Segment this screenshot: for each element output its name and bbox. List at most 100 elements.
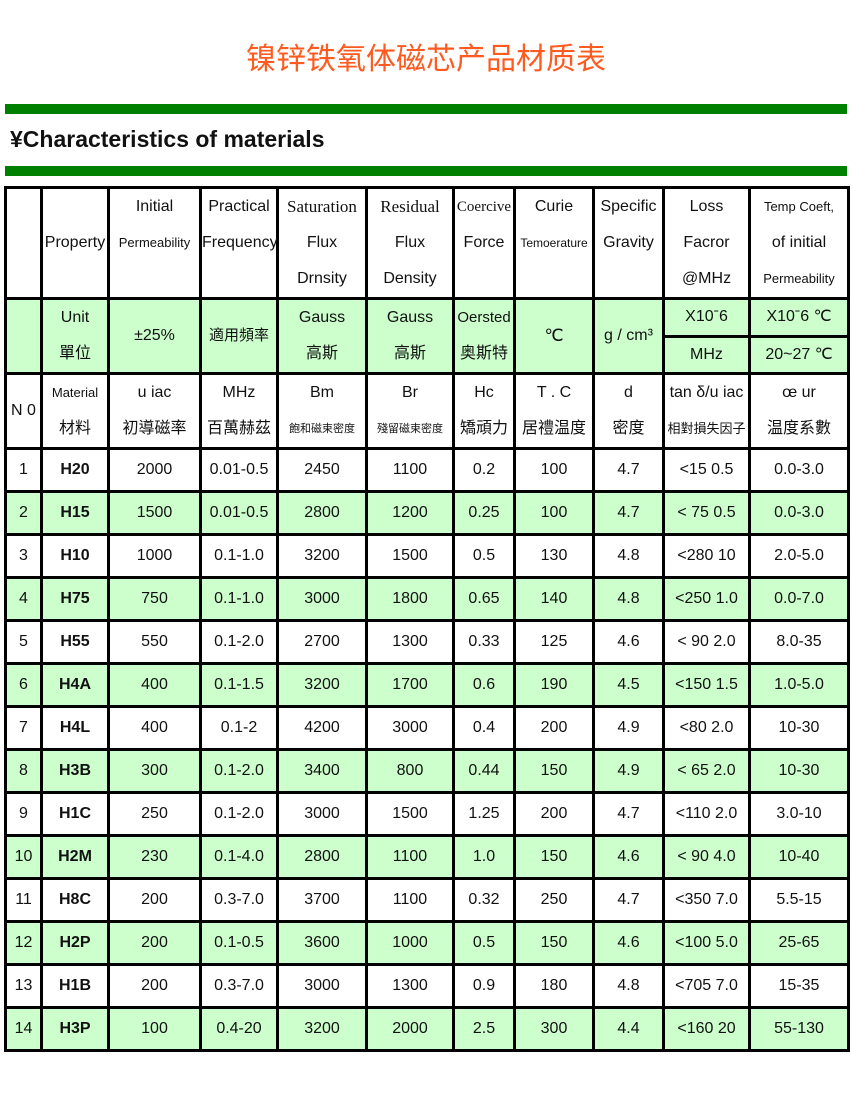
table-row: 11 H8C 200 0.3-7.0 3700 1100 0.32 250 4.7 <350 7.… [4, 877, 850, 923]
table-row: 3 H10 1000 0.1-1.0 3200 1500 0.5 130 4.8 <280 10 2… [4, 533, 850, 579]
table-cell: 7 [4, 705, 43, 751]
table-cell: 4.8 [592, 963, 665, 1009]
table-cell: 5.5-15 [748, 877, 850, 923]
table-cell: 125 [513, 619, 595, 665]
table-cell: < 75 0.5 [662, 490, 751, 536]
table-cell: 10-30 [748, 705, 850, 751]
table-cell: 0.01-0.5 [199, 490, 279, 536]
materials-table: Property Initial Permeability Practical Fr… [4, 186, 850, 1052]
table-cell: 0.01-0.5 [199, 447, 279, 493]
table-cell: 15-35 [748, 963, 850, 1009]
table-cell: 4.6 [592, 834, 665, 880]
table-cell: H10 [40, 533, 110, 579]
table-cell: 1800 [365, 576, 455, 622]
table-row: 6 H4A 400 0.1-1.5 3200 1700 0.6 190 4.5 <150 1.5 1… [4, 662, 850, 708]
table-cell: <350 7.0 [662, 877, 751, 923]
table-cell: 140 [513, 576, 595, 622]
table-cell: 3000 [365, 705, 455, 751]
table-cell: 1000 [107, 533, 202, 579]
table-row: 4 H75 750 0.1-1.0 3000 1800 0.65 140 4.8 <250 1.0… [4, 576, 850, 622]
table-cell: 0.1-1.5 [199, 662, 279, 708]
header-curie: Curie Temoerature [513, 186, 595, 300]
header-initial: Initial Permeability [107, 186, 202, 300]
table-cell: 1300 [365, 963, 455, 1009]
table-cell: 14 [4, 1006, 43, 1052]
table-cell: 0.0-3.0 [748, 447, 850, 493]
table-cell: 2000 [107, 447, 202, 493]
table-cell: H2M [40, 834, 110, 880]
table-cell: 55-130 [748, 1006, 850, 1052]
table-cell: 1100 [365, 447, 455, 493]
table-cell: 3200 [276, 533, 368, 579]
table-cell: 200 [107, 963, 202, 1009]
table-cell: 6 [4, 662, 43, 708]
table-cell: 11 [4, 877, 43, 923]
section-heading: ¥Characteristics of materials [10, 126, 325, 152]
table-cell: 1100 [365, 834, 455, 880]
table-cell: 3700 [276, 877, 368, 923]
table-cell: 150 [513, 748, 595, 794]
table-cell: 4.7 [592, 877, 665, 923]
table-cell: 400 [107, 662, 202, 708]
unit-row: Unit 單位 ±25% 適用頻率 Gauss 高斯 Gauss 高斯 Oersted… [4, 297, 850, 375]
table-cell: 3400 [276, 748, 368, 794]
table-cell: 3000 [276, 963, 368, 1009]
table-cell: 2.5 [452, 1006, 516, 1052]
table-cell: 1500 [107, 490, 202, 536]
header-row: Property Initial Permeability Practical Fr… [4, 186, 850, 300]
table-cell: 750 [107, 576, 202, 622]
table-cell: H75 [40, 576, 110, 622]
table-cell: 180 [513, 963, 595, 1009]
table-cell: 150 [513, 920, 595, 966]
table-cell: < 90 4.0 [662, 834, 751, 880]
table-cell: 0.4 [452, 705, 516, 751]
table-cell: <80 2.0 [662, 705, 751, 751]
table-cell: 4.7 [592, 791, 665, 837]
table-cell: 400 [107, 705, 202, 751]
table-row: 8 H3B 300 0.1-2.0 3400 800 0.44 150 4.9 < 65 2.0 1… [4, 748, 850, 794]
table-cell: < 90 2.0 [662, 619, 751, 665]
table-cell: <160 20 [662, 1006, 751, 1052]
table-row: 10 H2M 230 0.1-4.0 2800 1100 1.0 150 4.6 < 90 4.0… [4, 834, 850, 880]
table-cell: 12 [4, 920, 43, 966]
header-temp: Temp Coeft, of initial Permeability [748, 186, 850, 300]
table-cell: 0.32 [452, 877, 516, 923]
table-cell: 0.1-1.0 [199, 533, 279, 579]
table-cell: <280 10 [662, 533, 751, 579]
table-cell: H3P [40, 1006, 110, 1052]
table-cell: H3B [40, 748, 110, 794]
table-cell: 3000 [276, 576, 368, 622]
table-cell: 10 [4, 834, 43, 880]
table-cell: 4 [4, 576, 43, 622]
table-cell: H2P [40, 920, 110, 966]
table-cell: 0.1-0.5 [199, 920, 279, 966]
header-property: Property [40, 186, 110, 300]
table-cell: 1300 [365, 619, 455, 665]
table-cell: H8C [40, 877, 110, 923]
divider-bar [5, 166, 847, 176]
table-cell: 1.0 [452, 834, 516, 880]
table-cell: < 65 2.0 [662, 748, 751, 794]
table-cell: 200 [107, 877, 202, 923]
table-cell: 0.6 [452, 662, 516, 708]
table-row: 13 H1B 200 0.3-7.0 3000 1300 0.9 180 4.8 <705 7.0… [4, 963, 850, 1009]
table-row: 2 H15 1500 0.01-0.5 2800 1200 0.25 100 4.7 < 75 0… [4, 490, 850, 536]
table-row: 14 H3P 100 0.4-20 3200 2000 2.5 300 4.4 <160 20 55… [4, 1006, 850, 1052]
table-cell: H1B [40, 963, 110, 1009]
table-cell: 10-30 [748, 748, 850, 794]
table-row: 7 H4L 400 0.1-2 4200 3000 0.4 200 4.9 <80 2.0 10-3… [4, 705, 850, 751]
table-cell: 8.0-35 [748, 619, 850, 665]
table-cell: 3200 [276, 662, 368, 708]
table-cell: 0.1-2.0 [199, 619, 279, 665]
table-row: 12 H2P 200 0.1-0.5 3600 1000 0.5 150 4.6 <100 5.0… [4, 920, 850, 966]
table-cell: 4.9 [592, 705, 665, 751]
table-cell: 1.0-5.0 [748, 662, 850, 708]
table-cell: 0.5 [452, 920, 516, 966]
table-cell: 4200 [276, 705, 368, 751]
table-cell: 0.65 [452, 576, 516, 622]
table-cell: 2.0-5.0 [748, 533, 850, 579]
table-cell: 250 [513, 877, 595, 923]
table-cell: 4.6 [592, 619, 665, 665]
table-cell: 2800 [276, 834, 368, 880]
unit-label: Unit 單位 [40, 297, 110, 375]
